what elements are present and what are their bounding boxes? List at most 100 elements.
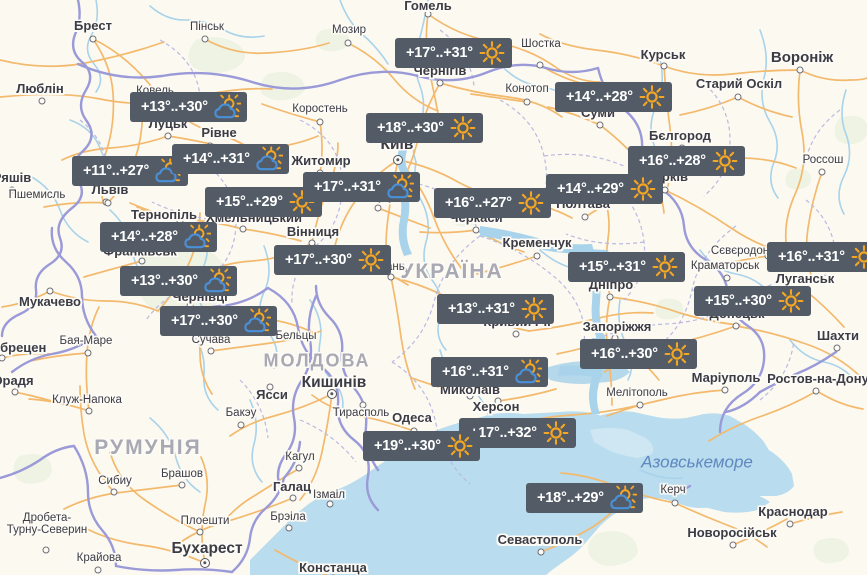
city-dot-mukachevo: [46, 287, 54, 295]
weather-badge-chernihiv[interactable]: +17°..+31°: [395, 38, 512, 68]
city-dot-korosten: [316, 118, 324, 126]
city-dot-riashiv: [8, 186, 16, 194]
city-dot-cluj-napoca: [85, 407, 93, 415]
weather-badge-vinnytsia[interactable]: +17°..+30°: [274, 245, 391, 275]
weather-temperature-range: +16°..+27°: [445, 195, 512, 211]
weather-temperature-range: +13°..+30°: [141, 99, 208, 115]
weather-temperature-range: +17°..+30°: [285, 252, 352, 268]
city-dot-kerch: [671, 499, 679, 507]
city-dot-kyshyniv: [327, 389, 337, 399]
weather-badge-dnipro[interactable]: +15°..+31°: [568, 252, 685, 282]
city-dot-novorosiisk: [729, 541, 737, 549]
city-dot-mariupol: [721, 386, 729, 394]
sun-cloud-icon: [183, 224, 211, 250]
city-dot-lutsk: [164, 132, 172, 140]
city-dot-bukharest: [200, 558, 210, 568]
sun-cloud-icon: [514, 359, 542, 385]
city-dot-rostov-na-donu: [812, 387, 820, 395]
city-dot-bakeu: [237, 421, 245, 429]
weather-badge-luhansk[interactable]: +16°..+31°: [767, 242, 867, 272]
weather-temperature-range: +17°..+30°: [171, 313, 238, 329]
sun-icon: [449, 115, 477, 141]
city-dot-kursk: [660, 62, 668, 70]
sun-icon: [520, 296, 548, 322]
sun-icon: [542, 420, 570, 446]
city-dot-ivano-frankivsk: [138, 257, 146, 265]
sun-cloud-icon: [255, 146, 283, 172]
city-dot-kahul: [295, 464, 303, 472]
city-dot-sumy: [596, 121, 604, 129]
weather-badge-bila-tserkva[interactable]: +17°..+31°: [303, 172, 420, 202]
weather-badge-kryvyi-rih[interactable]: +13°..+31°: [437, 294, 554, 324]
weather-badge-kovel[interactable]: +13°..+30°: [130, 92, 247, 122]
weather-temperature-range: +14°..+29°: [557, 181, 624, 197]
weather-temperature-range: +16°..+31°: [442, 364, 509, 380]
city-dot-brashov: [178, 481, 186, 489]
weather-badge-crimea[interactable]: +18°..+29°: [526, 483, 643, 513]
sun-cloud-icon: [243, 308, 271, 334]
city-dot-shakhty: [833, 344, 841, 352]
weather-badge-odesa[interactable]: +19°..+30°: [363, 431, 480, 461]
weather-temperature-range: +17°..+31°: [314, 179, 381, 195]
city-dot-rossosh: [818, 168, 826, 176]
city-dot-pinsk: [201, 35, 209, 43]
city-dot-shostka: [536, 61, 544, 69]
weather-badge-sumy[interactable]: +14°..+28°: [555, 82, 672, 112]
city-dot-suceava: [207, 347, 215, 355]
weather-temperature-range: +18°..+29°: [537, 490, 604, 506]
city-dot-bila-tserkva: [374, 204, 382, 212]
city-dot-kraiova: [94, 566, 102, 574]
city-dot-krasnodar: [786, 520, 794, 528]
weather-temperature-range: +16°..+30°: [591, 346, 658, 362]
city-dot-konotop: [523, 98, 531, 106]
weather-badge-khmelnytskyi[interactable]: +15°..+29°: [205, 187, 322, 217]
weather-badge-chernivtsi[interactable]: +17°..+30°: [160, 306, 277, 336]
weather-temperature-range: +15°..+29°: [216, 194, 283, 210]
weather-badge-donetsk[interactable]: +15°..+30°: [694, 286, 811, 316]
sun-cloud-icon: [213, 94, 241, 120]
weather-badge-poltava[interactable]: +14°..+29°: [546, 174, 663, 204]
city-dot-kremenchuk: [533, 252, 541, 260]
sun-icon: [663, 341, 691, 367]
city-dot-sybyu: [110, 488, 118, 496]
sun-icon: [517, 190, 545, 216]
weather-temperature-range: +14°..+28°: [566, 89, 633, 105]
weather-badge-mykolaiv[interactable]: +16°..+31°: [431, 357, 548, 387]
city-dot-melitopol: [636, 401, 644, 409]
weather-badge-ivano-frankivsk[interactable]: +13°..+30°: [120, 266, 237, 296]
city-dot-beltsy: [281, 332, 289, 340]
city-dot-homel: [424, 10, 432, 18]
sun-icon: [357, 247, 385, 273]
city-dot-cherkasy: [472, 226, 480, 234]
sun-icon: [711, 148, 739, 174]
city-dot-lublin: [38, 97, 46, 105]
sun-icon: [629, 176, 657, 202]
weather-badge-cherkasy[interactable]: +16°..+27°: [434, 188, 551, 218]
weather-badge-ternopil[interactable]: +14°..+28°: [100, 222, 217, 252]
weather-badge-kyiv[interactable]: +18°..+30°: [366, 113, 483, 143]
weather-temperature-range: +15°..+31°: [579, 259, 646, 275]
city-dot-mykolaiv: [466, 392, 474, 400]
city-dot-debrecen: [0, 354, 6, 362]
city-dot-tyraspol: [359, 401, 367, 409]
weather-badge-rivne[interactable]: +14°..+31°: [172, 144, 289, 174]
city-dot-kherson: [494, 397, 502, 405]
city-dot-breila: [285, 524, 293, 532]
city-dot-kyiv: [393, 155, 403, 165]
weather-temperature-range: +14°..+28°: [111, 229, 178, 245]
city-dot-brest: [89, 35, 97, 43]
weather-temperature-range: +17°..+32°: [470, 425, 537, 441]
sun-icon: [777, 288, 805, 314]
weather-temperature-range: +13°..+31°: [448, 301, 515, 317]
weather-badge-zaporizhzhia[interactable]: +16°..+30°: [580, 339, 697, 369]
city-dot-kramatorsk: [723, 274, 731, 282]
city-dot-poltava: [581, 213, 589, 221]
city-dot-ploeshty: [196, 528, 204, 536]
weather-badge-kharkiv-region[interactable]: +16°..+28°: [628, 146, 745, 176]
sun-icon: [850, 244, 867, 270]
sun-cloud-icon: [609, 485, 637, 511]
weather-badge-lviv[interactable]: +11°..+27°: [72, 156, 189, 186]
city-dot-kryvyi-rih: [512, 330, 520, 338]
